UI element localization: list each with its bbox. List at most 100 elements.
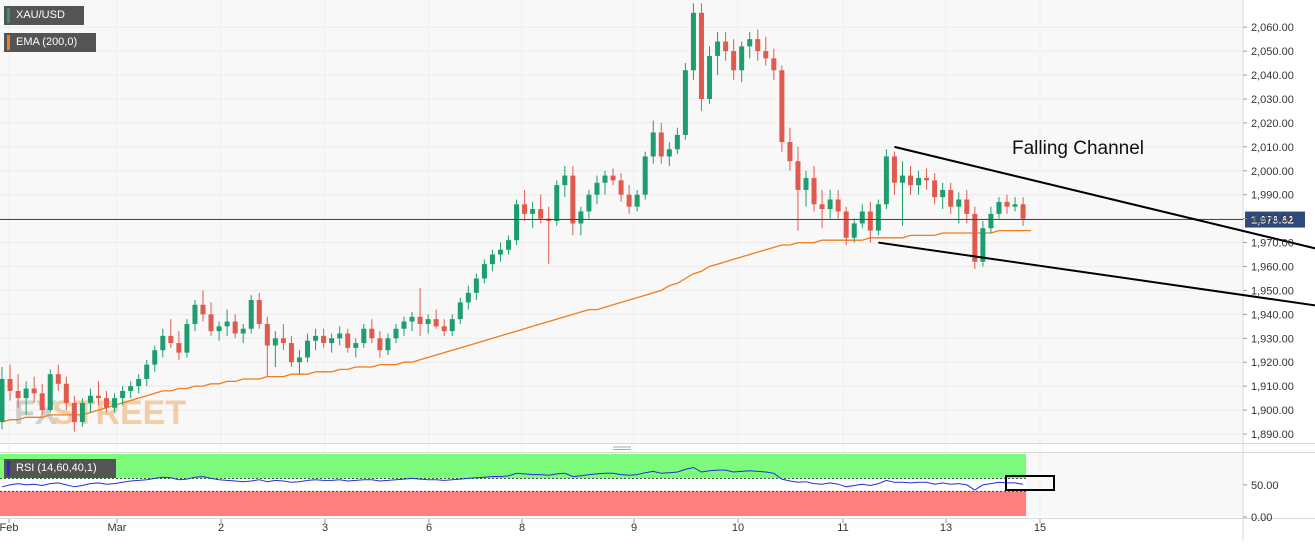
time-tick-label: 10 xyxy=(732,522,744,534)
candle-down xyxy=(71,402,77,423)
candle-up xyxy=(1012,204,1018,207)
time-axis[interactable]: Feb Mar 2 3 6 8 9 10 11 13 15 xyxy=(0,519,1046,534)
candle-up xyxy=(803,177,809,190)
last-price-line: 1,979.62 xyxy=(0,211,1305,228)
rsi-series-line xyxy=(1,466,1024,491)
candle-up xyxy=(988,213,994,229)
price-tick-label: 1,960.00 xyxy=(1251,262,1294,274)
price-tick-label: 2,050.00 xyxy=(1251,46,1294,58)
candle-down xyxy=(867,211,873,231)
candle-up xyxy=(152,350,158,365)
rsi-tick-label: 0.00 xyxy=(1251,512,1272,524)
candle-up xyxy=(859,211,865,224)
candle-up xyxy=(481,264,487,279)
candle-up xyxy=(224,321,230,327)
ema-line xyxy=(1,229,1032,423)
candle-down xyxy=(843,211,849,238)
candle-up xyxy=(851,223,857,238)
price-axis[interactable]: 2,060.00 2,050.00 2,040.00 2,030.00 2,020.00… xyxy=(1243,22,1294,441)
candle-up xyxy=(666,149,672,157)
ema-label: EMA (200,0) xyxy=(16,36,78,48)
candle-down xyxy=(787,142,793,162)
candle-down xyxy=(55,374,61,384)
candle-up xyxy=(409,316,415,322)
candle-up xyxy=(707,55,713,99)
symbol-legend[interactable]: XAU/USD xyxy=(4,6,84,25)
candle-up xyxy=(514,204,520,241)
time-tick-label: 15 xyxy=(1034,522,1046,534)
candle-up xyxy=(715,41,721,56)
rsi-legend[interactable]: RSI (14,60,40,1) xyxy=(4,459,116,478)
price-tick-label: 1,930.00 xyxy=(1251,333,1294,345)
candle-down xyxy=(779,70,785,143)
candle-up xyxy=(23,388,29,399)
candle-up xyxy=(739,46,745,71)
price-tick-label: 2,010.00 xyxy=(1251,142,1294,154)
candle-up xyxy=(401,321,407,329)
candle-down xyxy=(755,39,761,52)
symbol-swatch xyxy=(7,8,10,23)
candle-down xyxy=(964,199,970,214)
time-tick-label: 2 xyxy=(218,522,224,534)
candle-up xyxy=(940,189,946,198)
candle-up xyxy=(465,292,471,303)
time-tick-label: 3 xyxy=(322,522,328,534)
candle-up xyxy=(473,278,479,293)
candle-down xyxy=(538,209,544,219)
price-tick-label: 1,900.00 xyxy=(1251,405,1294,417)
candle-down xyxy=(723,41,729,52)
candle-up xyxy=(602,175,608,183)
candle-down xyxy=(433,319,439,327)
candle-up xyxy=(578,211,584,224)
candle-up xyxy=(248,300,254,329)
candle-up xyxy=(47,374,53,411)
candle-up xyxy=(337,333,343,339)
candle-up xyxy=(216,326,222,332)
candle-down xyxy=(698,12,704,99)
candle-down xyxy=(795,161,801,190)
candle-down xyxy=(208,314,214,332)
price-tick-label: 2,060.00 xyxy=(1251,22,1294,34)
candle-up xyxy=(682,70,688,135)
candle-down xyxy=(176,343,182,353)
candle-up xyxy=(497,249,503,255)
candle-up xyxy=(980,228,986,262)
price-tick-label: 2,040.00 xyxy=(1251,70,1294,82)
candle-up xyxy=(192,304,198,324)
candle-up xyxy=(594,182,600,195)
time-tick-label: 8 xyxy=(519,522,525,534)
candle-up xyxy=(747,39,753,47)
candle-up xyxy=(385,338,391,351)
candle-down xyxy=(321,335,327,344)
candle-up xyxy=(329,338,335,344)
candle-up xyxy=(506,240,512,250)
time-tick-label: 9 xyxy=(631,522,637,534)
price-tick-label: 1,970.00 xyxy=(1251,238,1294,250)
candle-up xyxy=(554,185,560,222)
channel-lower-line xyxy=(878,241,1315,307)
time-tick-label: 13 xyxy=(940,522,952,534)
price-tick-label: 2,020.00 xyxy=(1251,118,1294,130)
ema-legend[interactable]: EMA (200,0) xyxy=(4,33,96,52)
candle-up xyxy=(956,199,962,207)
price-tick-label: 1,940.00 xyxy=(1251,309,1294,321)
candle-down xyxy=(908,175,914,186)
candle-up xyxy=(634,194,640,207)
candle-down xyxy=(570,175,576,224)
channel-upper-line xyxy=(894,145,1315,250)
candle-up xyxy=(449,319,455,332)
candle-up xyxy=(899,175,905,183)
candle-down xyxy=(280,338,286,344)
candle-up xyxy=(642,156,648,195)
candle-down xyxy=(932,180,938,198)
candle-up xyxy=(144,364,150,379)
candle-up xyxy=(136,378,142,387)
candle-up xyxy=(690,12,696,71)
panel-resize-handle[interactable] xyxy=(613,446,631,450)
candle-down xyxy=(811,177,817,205)
candle-up xyxy=(457,302,463,320)
rsi-swatch xyxy=(7,461,10,476)
price-tick-label: 1,910.00 xyxy=(1251,381,1294,393)
